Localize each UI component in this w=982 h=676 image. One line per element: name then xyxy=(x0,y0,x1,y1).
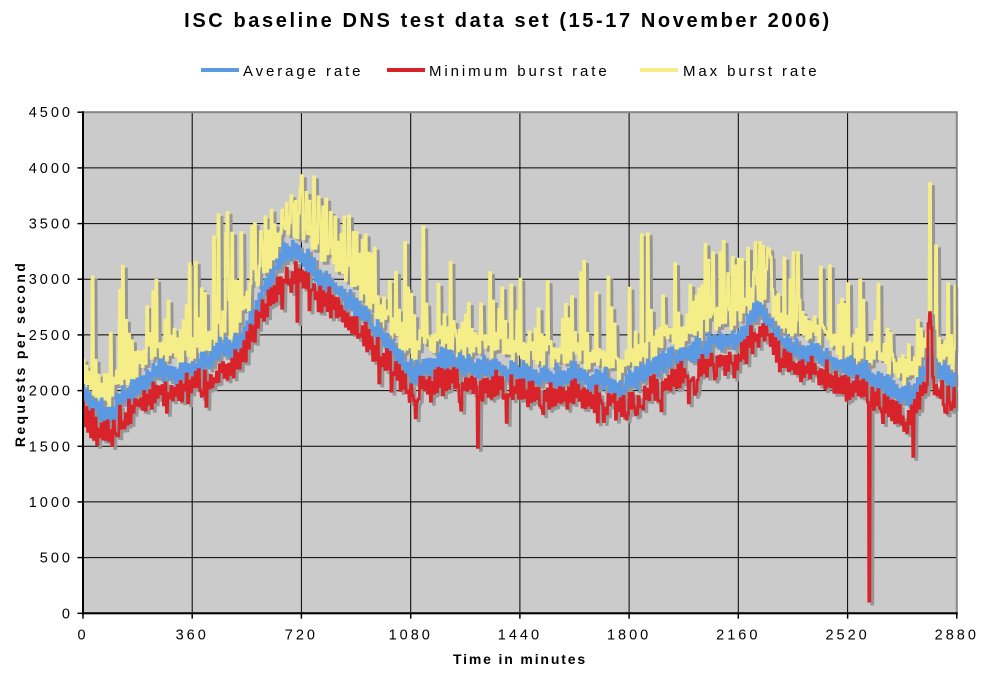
svg-text:4500: 4500 xyxy=(29,105,73,121)
svg-text:4000: 4000 xyxy=(29,161,73,177)
svg-text:2520: 2520 xyxy=(825,628,869,644)
svg-text:2500: 2500 xyxy=(29,328,73,344)
svg-text:3000: 3000 xyxy=(29,272,73,288)
svg-text:Requests per second: Requests per second xyxy=(12,261,28,447)
svg-text:1800: 1800 xyxy=(607,628,651,644)
svg-text:1500: 1500 xyxy=(29,439,73,455)
svg-text:Average rate: Average rate xyxy=(243,63,363,80)
svg-text:Max burst rate: Max burst rate xyxy=(683,63,819,80)
svg-text:0: 0 xyxy=(77,628,88,644)
svg-text:2000: 2000 xyxy=(29,384,73,400)
svg-text:360: 360 xyxy=(176,628,209,644)
svg-text:Time in minutes: Time in minutes xyxy=(453,651,587,667)
svg-text:2160: 2160 xyxy=(716,628,760,644)
svg-text:1000: 1000 xyxy=(29,495,73,511)
svg-text:720: 720 xyxy=(285,628,318,644)
svg-text:ISC baseline DNS test data set: ISC baseline DNS test data set (15-17 No… xyxy=(184,10,832,32)
svg-text:500: 500 xyxy=(40,551,73,567)
svg-text:0: 0 xyxy=(62,606,73,622)
svg-text:3500: 3500 xyxy=(29,217,73,233)
svg-text:1440: 1440 xyxy=(498,628,542,644)
svg-text:2880: 2880 xyxy=(935,628,979,644)
svg-text:1080: 1080 xyxy=(389,628,433,644)
svg-text:Minimum burst rate: Minimum burst rate xyxy=(429,63,610,80)
